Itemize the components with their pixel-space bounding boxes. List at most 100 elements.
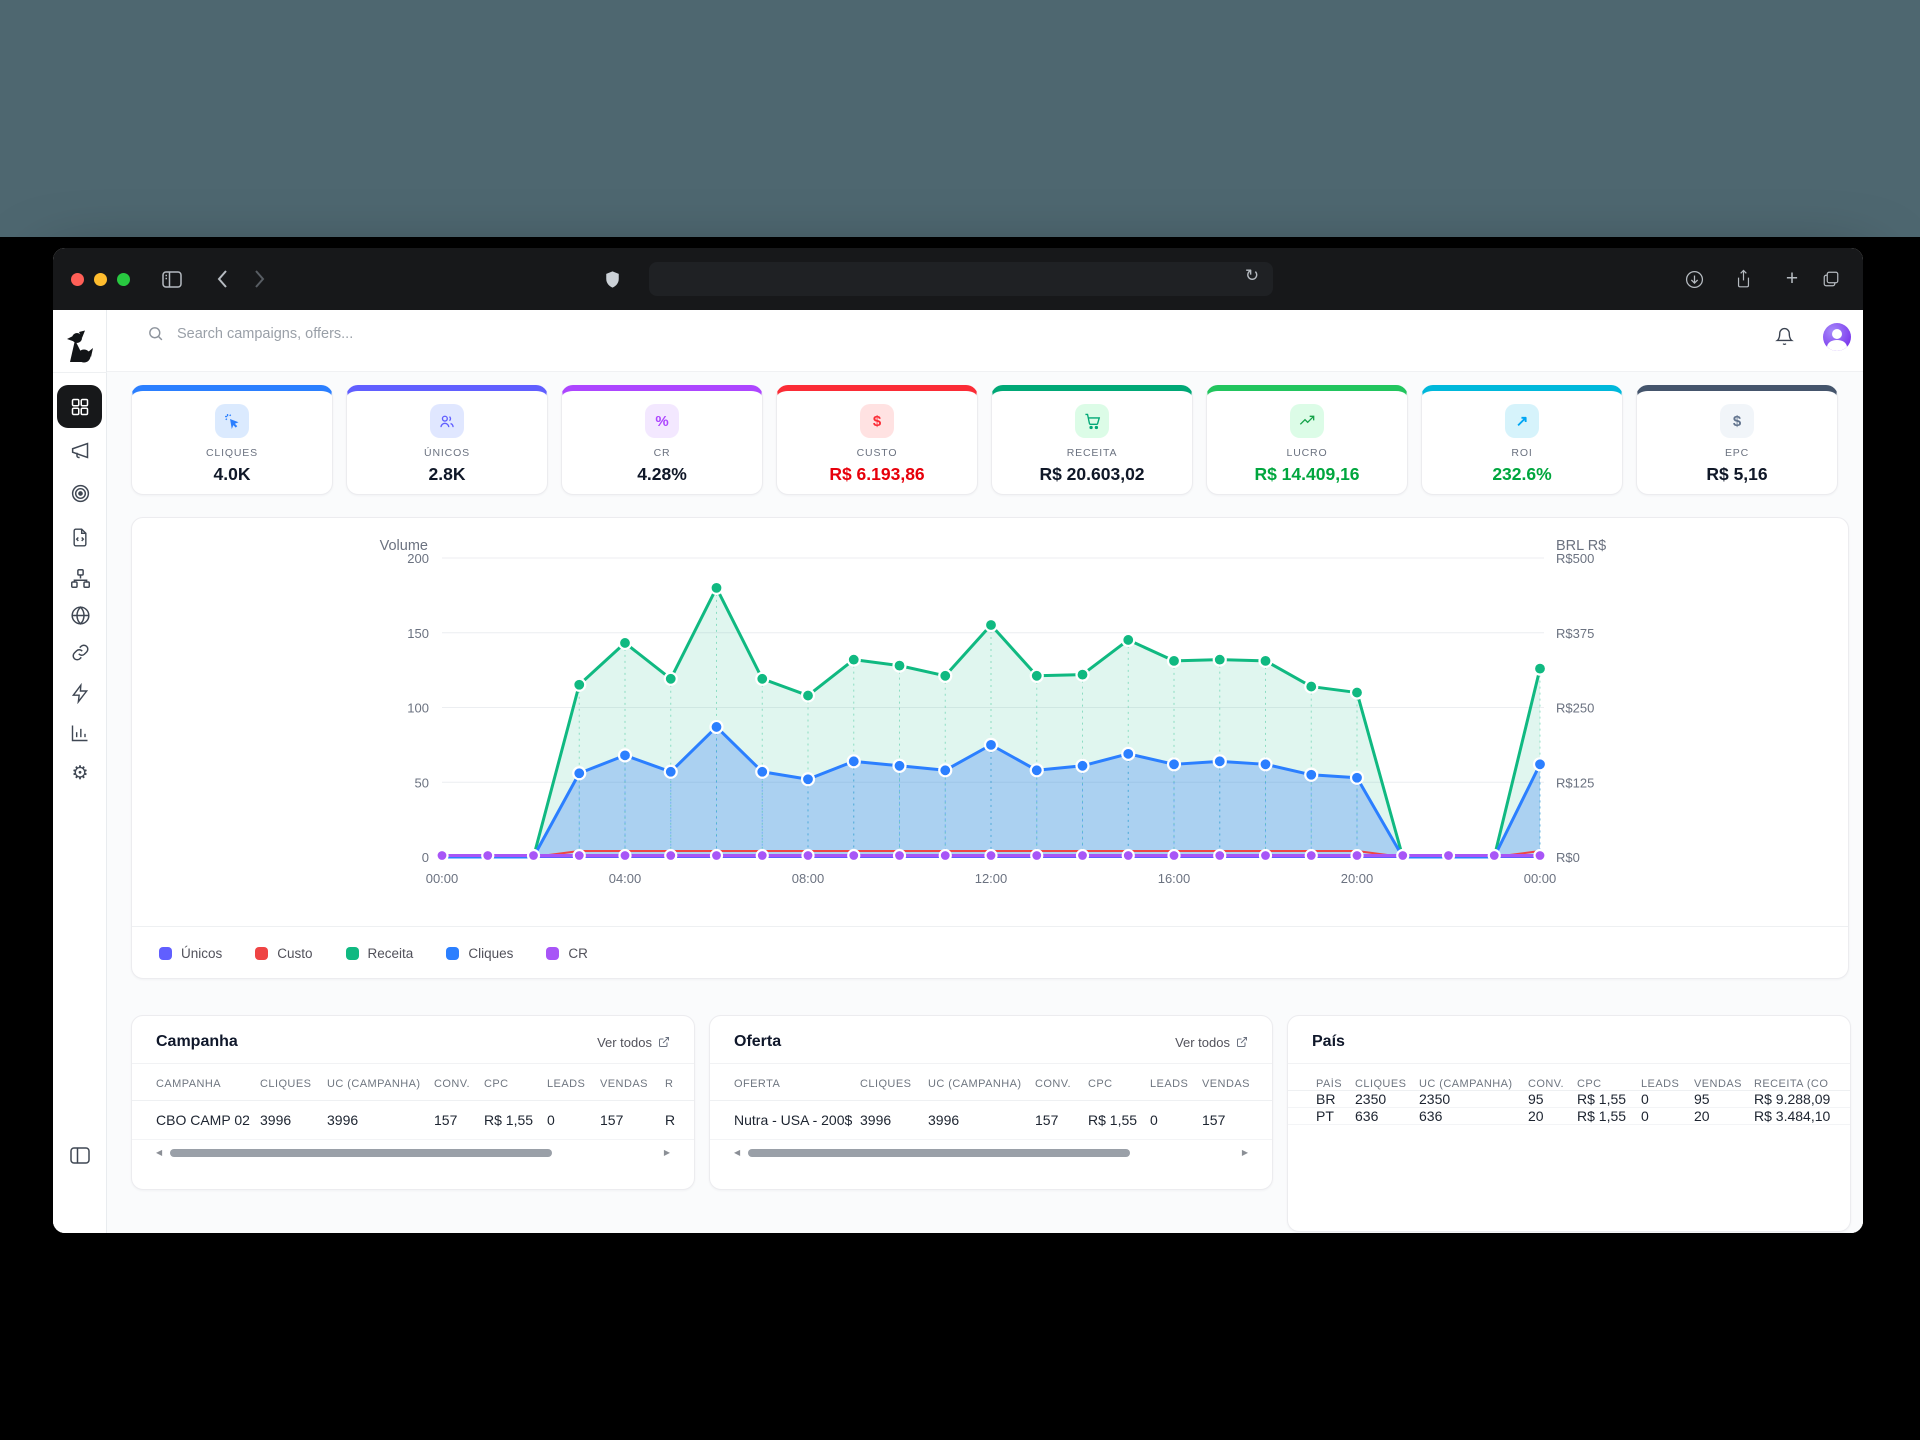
svg-text:00:00: 00:00 <box>426 871 459 886</box>
globe-icon <box>70 605 90 625</box>
dog-logo[interactable] <box>66 330 94 364</box>
kpi-label: CLIQUES <box>206 447 258 459</box>
forward-icon[interactable] <box>243 263 275 295</box>
sidebar-collapse-icon[interactable] <box>53 1138 107 1172</box>
svg-text:50: 50 <box>415 775 429 790</box>
back-icon[interactable] <box>206 263 238 295</box>
legend-item-cliques[interactable]: Cliques <box>446 946 513 961</box>
legend-item-unicos[interactable]: Únicos <box>159 946 222 961</box>
scroll-right-icon[interactable]: ▶ <box>663 1148 670 1157</box>
table-title: País <box>1312 1033 1345 1050</box>
svg-text:20:00: 20:00 <box>1341 871 1374 886</box>
ver-todos-link[interactable]: Ver todos <box>1175 1035 1248 1050</box>
traffic-chart-card: Volume BRL R$ 0 50 100 150 200 R$0 R$125 R$250 R$3… <box>131 517 1849 979</box>
svg-text:100: 100 <box>407 701 429 716</box>
pais-card: País PAÍS CLIQUES UC (CAMPANHA) CONV. CPC L… <box>1287 1015 1851 1232</box>
kpi-card-roi: ↗ ROI 232.6% <box>1421 385 1623 495</box>
kpi-value: R$ 5,16 <box>1706 464 1768 484</box>
megaphone-icon <box>71 441 88 459</box>
kpi-card-cliques: CLIQUES 4.0K <box>131 385 333 495</box>
table-row[interactable]: Nutra - USA - 200$ 3996 3996 157 R$ 1,55 0 … <box>710 1101 1272 1140</box>
notifications-bell-icon[interactable] <box>1775 326 1794 347</box>
table-row[interactable]: PT 636 636 20 R$ 1,55 0 20 R$ 3.484,10 <box>1288 1108 1850 1125</box>
dashboard-app: ⚙ <box>53 310 1863 1233</box>
gear-icon: ⚙ <box>71 762 89 784</box>
svg-text:R$250: R$250 <box>1556 701 1594 716</box>
url-bar[interactable]: ↻ <box>649 262 1273 296</box>
arrow-up-right-icon: ↗ <box>1505 404 1539 438</box>
campanha-card: Campanha Ver todos CAMPANHA CLIQUES UC (C… <box>131 1015 695 1190</box>
legend-label: Custo <box>277 945 313 961</box>
desktop-background <box>0 0 1920 237</box>
kpi-label: ÚNICOS <box>424 447 470 459</box>
svg-text:150: 150 <box>407 626 429 641</box>
downloads-icon[interactable] <box>1678 263 1710 295</box>
link-icon <box>71 643 89 661</box>
kpi-value: 232.6% <box>1492 464 1552 484</box>
minimize-window-button[interactable] <box>94 273 107 286</box>
kpi-card-lucro: LUCRO R$ 14.409,16 <box>1206 385 1408 495</box>
target-icon <box>71 484 89 502</box>
dollar-icon: $ <box>1720 404 1754 438</box>
svg-text:00:00: 00:00 <box>1524 871 1557 886</box>
kpi-card-unicos: ÚNICOS 2.8K <box>346 385 548 495</box>
global-search[interactable] <box>147 325 557 342</box>
scrollbar-thumb[interactable] <box>170 1148 553 1157</box>
horizontal-scrollbar[interactable]: ◀ ▶ <box>156 1148 670 1157</box>
sidebar-item-scripts[interactable] <box>53 520 107 554</box>
legend-swatch <box>546 946 560 960</box>
kpi-card-receita: RECEITA R$ 20.603,02 <box>991 385 1193 495</box>
table-row[interactable]: BR 2350 2350 95 R$ 1,55 0 95 R$ 9.288,09 <box>1288 1091 1850 1108</box>
sidebar-item-automation[interactable] <box>53 676 107 710</box>
user-avatar[interactable] <box>1823 323 1851 351</box>
share-icon[interactable] <box>1727 263 1759 295</box>
zoom-window-button[interactable] <box>117 273 130 286</box>
table-row[interactable]: CBO CAMP 02 3996 3996 157 R$ 1,55 0 157 R <box>132 1101 694 1140</box>
new-tab-icon[interactable]: + <box>1785 267 1799 290</box>
legend-item-custo[interactable]: Custo <box>255 945 313 961</box>
kpi-card-cr: % CR 4.28% <box>561 385 763 495</box>
kpi-value: 4.0K <box>213 464 251 484</box>
legend-swatch <box>446 946 460 960</box>
kpi-label: CUSTO <box>856 447 898 459</box>
external-link-icon <box>1237 1037 1247 1047</box>
cursor-click-icon <box>215 404 249 438</box>
legend-item-cr[interactable]: CR <box>546 946 588 961</box>
horizontal-scrollbar[interactable]: ◀ ▶ <box>734 1148 1248 1157</box>
zap-icon <box>71 682 89 704</box>
svg-text:R$125: R$125 <box>1556 775 1594 790</box>
main-area: CLIQUES 4.0K ÚNICOS 2.8K <box>107 310 1863 1233</box>
scroll-left-icon[interactable]: ◀ <box>156 1148 163 1157</box>
sidebar-item-links[interactable] <box>53 635 107 669</box>
dashboard-grid-icon <box>71 398 88 415</box>
privacy-shield-icon[interactable] <box>596 263 628 295</box>
kpi-value: R$ 14.409,16 <box>1254 464 1360 484</box>
chart-legend: Únicos Custo Receita <box>132 926 1848 978</box>
sidebar-item-dashboard[interactable] <box>57 385 102 428</box>
legend-label: Receita <box>367 945 414 961</box>
dashboard-content: CLIQUES 4.0K ÚNICOS 2.8K <box>107 372 1863 1232</box>
sidebar-toggle-icon[interactable] <box>156 263 188 295</box>
kpi-value: 2.8K <box>428 464 466 484</box>
reload-icon[interactable]: ↻ <box>1244 266 1260 285</box>
scroll-left-icon[interactable]: ◀ <box>734 1148 741 1157</box>
sidebar-item-targets[interactable] <box>53 476 107 510</box>
sidebar-item-campaigns[interactable] <box>53 433 107 467</box>
close-window-button[interactable] <box>71 273 84 286</box>
shopping-cart-icon <box>1075 404 1109 438</box>
search-input[interactable] <box>177 325 557 342</box>
sidebar-item-domains[interactable] <box>53 598 107 632</box>
tab-overview-icon[interactable] <box>1815 263 1847 295</box>
sidebar-item-structure[interactable] <box>53 561 107 595</box>
sidebar-item-reports[interactable] <box>53 716 107 750</box>
svg-text:R$0: R$0 <box>1556 850 1580 865</box>
sidebar-item-settings[interactable]: ⚙ <box>53 756 107 790</box>
svg-text:200: 200 <box>407 551 429 566</box>
ver-todos-link[interactable]: Ver todos <box>597 1035 670 1050</box>
table-header-row: OFERTA CLIQUES UC (CAMPANHA) CONV. CPC LEAD… <box>710 1078 1272 1101</box>
svg-text:08:00: 08:00 <box>792 871 825 886</box>
scrollbar-thumb[interactable] <box>748 1148 1131 1157</box>
table-header-row: CAMPANHA CLIQUES UC (CAMPANHA) CONV. CPC LE… <box>132 1078 694 1101</box>
legend-item-receita[interactable]: Receita <box>345 945 414 961</box>
scroll-right-icon[interactable]: ▶ <box>1241 1148 1248 1157</box>
